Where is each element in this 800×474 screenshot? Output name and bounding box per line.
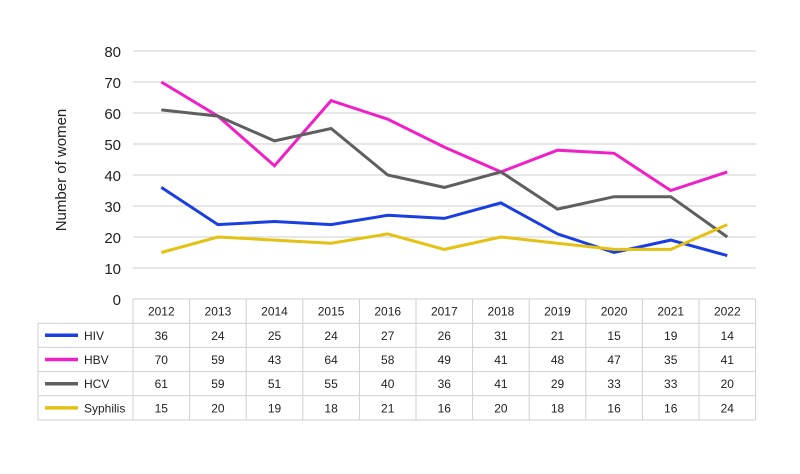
data-label: 61	[155, 377, 169, 391]
series-lines	[160, 80, 729, 258]
data-label: 36	[155, 329, 169, 343]
data-label: 25	[268, 329, 282, 343]
data-label: 20	[211, 401, 225, 415]
data-label: 31	[494, 329, 508, 343]
y-tick-label: 20	[104, 230, 121, 247]
legend-label: HBV	[84, 353, 109, 367]
x-tick-label: 2021	[657, 305, 684, 319]
x-tick-label: 2020	[601, 305, 628, 319]
data-label: 24	[324, 329, 338, 343]
data-label: 55	[324, 377, 338, 391]
data-label: 20	[494, 401, 508, 415]
data-label: 18	[324, 401, 338, 415]
data-label: 15	[607, 329, 621, 343]
data-label: 36	[438, 377, 452, 391]
y-tick-label: 70	[104, 75, 121, 92]
data-label: 41	[494, 377, 508, 391]
data-label: 41	[721, 353, 735, 367]
data-label: 18	[551, 401, 565, 415]
data-label: 41	[494, 353, 508, 367]
data-label: 16	[664, 401, 678, 415]
data-label: 21	[551, 329, 565, 343]
data-label: 24	[211, 329, 225, 343]
y-tick-label: 50	[104, 137, 121, 154]
data-label: 27	[381, 329, 395, 343]
legend-label: HIV	[84, 329, 104, 343]
y-tick-label: 0	[113, 292, 121, 309]
data-label: 49	[438, 353, 452, 367]
y-axis-ticks: 0 10 20 30 40 50 60 70 80	[104, 44, 121, 309]
x-tick-label: 2019	[544, 305, 571, 319]
data-label: 19	[664, 329, 678, 343]
series-line-hcv	[161, 108, 729, 239]
x-tick-label: 2017	[431, 305, 458, 319]
data-label: 29	[551, 377, 565, 391]
y-tick-label: 30	[104, 199, 121, 216]
data-label: 14	[721, 329, 735, 343]
data-table: 2012 2013 2014 2015 2016 2017 2018 2019 2020 2021…	[37, 298, 757, 421]
data-label: 58	[381, 353, 395, 367]
series-line-hbv	[160, 80, 728, 193]
data-label: 33	[607, 377, 621, 391]
data-label: 21	[381, 401, 395, 415]
legend-label: HCV	[84, 377, 109, 391]
data-label: 48	[551, 353, 565, 367]
data-label: 16	[438, 401, 452, 415]
data-label: 47	[607, 353, 621, 367]
y-tick-label: 80	[104, 44, 121, 61]
x-tick-label: 2013	[205, 305, 232, 319]
x-tick-label: 2018	[488, 305, 515, 319]
data-label: 51	[268, 377, 282, 391]
grid-lines	[133, 50, 756, 300]
x-tick-label: 2014	[261, 305, 288, 319]
y-axis-label: Number of women	[53, 109, 70, 232]
data-label: 24	[721, 401, 735, 415]
y-tick-label: 60	[104, 106, 121, 123]
y-tick-label: 10	[104, 261, 121, 278]
series-line-syphilis	[160, 223, 728, 254]
data-label: 20	[721, 377, 735, 391]
data-label: 59	[211, 353, 225, 367]
data-label: 40	[381, 377, 395, 391]
data-label: 15	[155, 401, 169, 415]
data-label: 43	[268, 353, 282, 367]
y-tick-label: 40	[104, 168, 121, 185]
x-tick-label: 2016	[374, 305, 401, 319]
x-tick-label: 2012	[148, 305, 175, 319]
data-label: 33	[664, 377, 678, 391]
data-label: 19	[268, 401, 282, 415]
legend-label: Syphilis	[84, 401, 125, 415]
data-label: 35	[664, 353, 678, 367]
data-label: 26	[438, 329, 452, 343]
data-label: 16	[607, 401, 621, 415]
x-tick-label: 2022	[714, 305, 741, 319]
data-label: 70	[155, 353, 169, 367]
data-label: 59	[211, 377, 225, 391]
x-tick-label: 2015	[318, 305, 345, 319]
data-label: 64	[324, 353, 338, 367]
